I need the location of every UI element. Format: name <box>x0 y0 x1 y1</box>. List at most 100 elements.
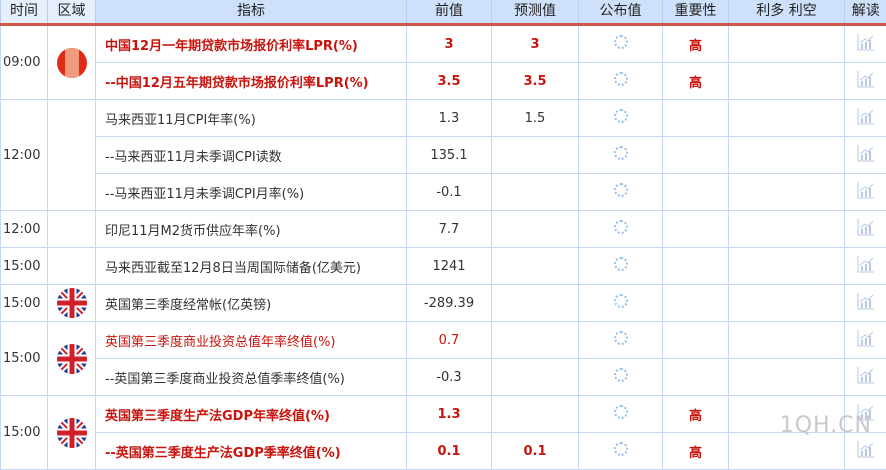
previous-cell: -289.39 <box>407 285 492 322</box>
indicator-cell[interactable]: --英国第三季度生产法GDP季率终值(%) <box>96 433 407 470</box>
time-cell: 15:00 <box>1 396 48 470</box>
time-cell: 09:00 <box>1 25 48 100</box>
actual-cell <box>579 396 663 433</box>
chart-icon[interactable] <box>857 144 875 162</box>
interpret-cell[interactable] <box>845 285 886 322</box>
previous-cell: 1241 <box>407 248 492 285</box>
actual-cell <box>579 25 663 63</box>
importance-cell: 高 <box>663 63 729 100</box>
indicator-cell[interactable]: --中国12月五年期贷款市场报价利率LPR(%) <box>96 63 407 100</box>
actual-cell <box>579 359 663 396</box>
loading-icon <box>614 442 628 456</box>
indicator-cell[interactable]: 马来西亚截至12月8日当周国际储备(亿美元) <box>96 248 407 285</box>
previous-cell: -0.1 <box>407 174 492 211</box>
chart-icon[interactable] <box>857 292 875 310</box>
interpret-cell[interactable] <box>845 100 886 137</box>
previous-cell: 1.3 <box>407 100 492 137</box>
indicator-cell[interactable]: 印尼11月M2货币供应年率(%) <box>96 211 407 248</box>
loading-icon <box>614 220 628 234</box>
impact-cell <box>729 322 845 359</box>
china-flag-icon <box>57 48 87 78</box>
forecast-cell <box>492 211 579 248</box>
interpret-cell[interactable] <box>845 433 886 470</box>
indicator-cell[interactable]: --英国第三季度商业投资总值季率终值(%) <box>96 359 407 396</box>
chart-icon[interactable] <box>857 366 875 384</box>
chart-icon[interactable] <box>857 255 875 273</box>
uk-flag-icon <box>57 418 87 448</box>
chart-icon[interactable] <box>857 440 875 458</box>
loading-icon <box>614 72 628 86</box>
chart-icon[interactable] <box>857 329 875 347</box>
interpret-cell[interactable] <box>845 174 886 211</box>
interpret-cell[interactable] <box>845 25 886 63</box>
importance-cell <box>663 137 729 174</box>
uk-flag-icon <box>57 288 87 318</box>
header-previous: 前值 <box>407 0 492 25</box>
table-row: --马来西亚11月未季调CPI月率(%)-0.1 <box>1 174 886 211</box>
chart-icon[interactable] <box>857 181 875 199</box>
actual-cell <box>579 285 663 322</box>
importance-cell <box>663 211 729 248</box>
header-time: 时间 <box>1 0 48 25</box>
indicator-cell[interactable]: --马来西亚11月未季调CPI读数 <box>96 137 407 174</box>
interpret-cell[interactable] <box>845 211 886 248</box>
forecast-cell: 1.5 <box>492 100 579 137</box>
forecast-cell <box>492 322 579 359</box>
interpret-cell[interactable] <box>845 359 886 396</box>
indicator-cell[interactable]: --马来西亚11月未季调CPI月率(%) <box>96 174 407 211</box>
region-cell <box>48 285 96 322</box>
header-forecast: 预测值 <box>492 0 579 25</box>
actual-cell <box>579 211 663 248</box>
header-interpret: 解读 <box>845 0 886 25</box>
impact-cell <box>729 285 845 322</box>
interpret-cell[interactable] <box>845 248 886 285</box>
indicator-cell[interactable]: 马来西亚11月CPI年率(%) <box>96 100 407 137</box>
interpret-cell[interactable] <box>845 63 886 100</box>
time-cell: 15:00 <box>1 285 48 322</box>
loading-icon <box>614 35 628 49</box>
indicator-cell[interactable]: 英国第三季度商业投资总值年率终值(%) <box>96 322 407 359</box>
impact-cell <box>729 174 845 211</box>
chart-icon[interactable] <box>857 218 875 236</box>
forecast-cell: 3 <box>492 25 579 63</box>
forecast-cell <box>492 359 579 396</box>
forecast-cell <box>492 248 579 285</box>
impact-cell <box>729 63 845 100</box>
chart-icon[interactable] <box>857 70 875 88</box>
indicator-cell[interactable]: 中国12月一年期贷款市场报价利率LPR(%) <box>96 25 407 63</box>
loading-icon <box>614 294 628 308</box>
importance-cell: 高 <box>663 25 729 63</box>
chart-icon[interactable] <box>857 33 875 51</box>
forecast-cell <box>492 396 579 433</box>
chart-icon[interactable] <box>857 107 875 125</box>
importance-cell <box>663 322 729 359</box>
loading-icon <box>614 368 628 382</box>
interpret-cell[interactable] <box>845 322 886 359</box>
importance-cell <box>663 174 729 211</box>
region-cell <box>48 25 96 100</box>
time-cell: 12:00 <box>1 100 48 211</box>
importance-cell <box>663 359 729 396</box>
interpret-cell[interactable] <box>845 137 886 174</box>
uk-flag-icon <box>57 344 87 374</box>
actual-cell <box>579 174 663 211</box>
importance-cell <box>663 248 729 285</box>
indicator-cell[interactable]: 英国第三季度经常帐(亿英镑) <box>96 285 407 322</box>
forecast-cell <box>492 174 579 211</box>
actual-cell <box>579 100 663 137</box>
header-indicator: 指标 <box>96 0 407 25</box>
header-row: 时间 区域 指标 前值 预测值 公布值 重要性 利多 利空 解读 <box>1 0 886 25</box>
actual-cell <box>579 322 663 359</box>
loading-icon <box>614 146 628 160</box>
previous-cell: 135.1 <box>407 137 492 174</box>
impact-cell <box>729 25 845 63</box>
region-cell <box>48 248 96 285</box>
table-row: --英国第三季度商业投资总值季率终值(%)-0.3 <box>1 359 886 396</box>
indicator-cell[interactable]: 英国第三季度生产法GDP年率终值(%) <box>96 396 407 433</box>
impact-cell <box>729 359 845 396</box>
impact-cell <box>729 433 845 470</box>
